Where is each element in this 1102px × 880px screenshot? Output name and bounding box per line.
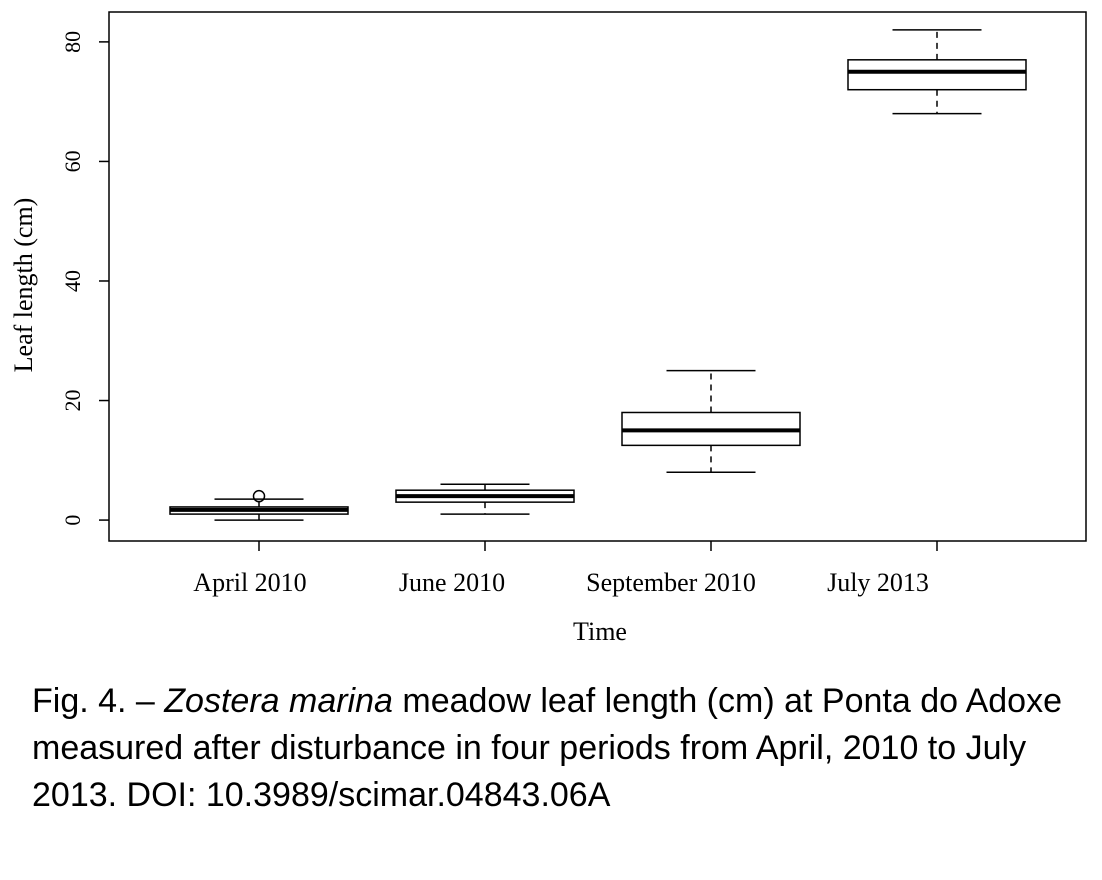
y-axis-title: Leaf length (cm) [9,198,38,373]
boxplot-chart: 0 20 40 60 80 April 2010 June 2010 September 2… [9,11,1087,646]
box-3 [847,29,1027,115]
x-axis-title: Time [573,617,627,646]
caption-text: meadow leaf length (cm) at Ponta do Adox… [32,682,1062,814]
x-tick-label-2: September 2010 [586,568,756,597]
caption-species: Zostera marina [164,682,393,720]
y-tick-label-0: 0 [60,515,85,526]
y-axis: 0 20 40 60 80 [60,31,109,526]
box-0 [169,489,349,521]
figure-caption: Fig. 4. – Zostera marina meadow leaf len… [32,678,1092,819]
box-2 [621,369,801,474]
x-axis: April 2010 June 2010 September 2010 July 20… [193,541,938,597]
y-tick-label-80: 80 [60,31,85,53]
iqr-box-3 [847,59,1027,91]
y-tick-label-40: 40 [60,270,85,292]
x-tick-label-3: July 2013 [827,568,929,597]
y-tick-label-60: 60 [60,150,85,172]
caption-prefix: Fig. 4. – [32,682,165,720]
plot-frame [108,11,1087,542]
x-tick-label-0: April 2010 [193,568,306,597]
boxes [169,29,1027,521]
outlier-0-0 [252,489,266,503]
box-1 [395,483,575,515]
x-tick-label-1: June 2010 [399,568,505,597]
y-tick-label-20: 20 [60,390,85,412]
